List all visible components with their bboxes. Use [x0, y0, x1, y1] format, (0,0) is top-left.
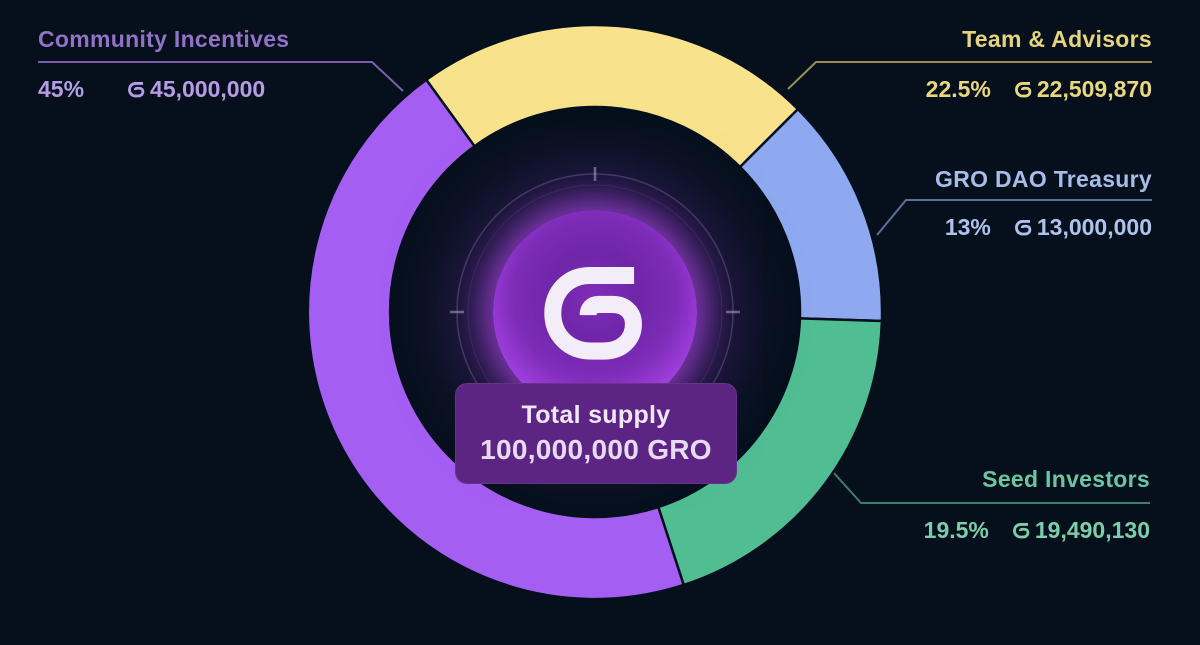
total-supply-label: Total supply — [521, 401, 671, 429]
legend-title: Team & Advisors — [962, 26, 1152, 52]
legend-community-incentives: Community Incentives 45% 45,000,000 — [38, 26, 289, 103]
gro-logo-badge — [493, 210, 697, 414]
legend-amount: 13,000,000 — [1036, 214, 1152, 240]
legend-percent: 19.5% — [923, 517, 989, 543]
gro-coin-icon — [1013, 79, 1034, 100]
connector-team-advisors — [787, 61, 1152, 90]
legend-title: GRO DAO Treasury — [935, 166, 1152, 192]
legend-team-advisors: Team & Advisors 22.5% 22,509,870 — [926, 26, 1152, 103]
total-supply-card: Total supply 100,000,000 GRO — [455, 383, 737, 484]
gro-g-icon — [532, 249, 658, 375]
legend-amount: 19,490,130 — [1034, 517, 1150, 543]
legend-title: Community Incentives — [38, 26, 290, 52]
legend-title: Seed Investors — [982, 466, 1150, 492]
legend-gro-dao-treasury: GRO DAO Treasury 13% 13,000,000 — [935, 166, 1152, 241]
gro-coin-icon — [126, 79, 147, 100]
total-supply-value: 100,000,000 GRO — [480, 434, 712, 465]
donut-segments — [306, 23, 884, 601]
legend-amount: 22,509,870 — [1036, 76, 1152, 102]
legend-amount: 45,000,000 — [150, 76, 266, 102]
legend-percent: 22.5% — [925, 76, 991, 102]
legend-seed-investors: Seed Investors 19.5% 19,490,130 — [924, 466, 1150, 544]
connector-seed-investors — [832, 471, 1150, 504]
donut-segment-team-advisors — [424, 23, 800, 169]
legend-percent: 13% — [944, 214, 991, 240]
connector-community-incentives — [38, 61, 404, 92]
gro-coin-icon — [1011, 520, 1032, 541]
connector-gro-dao-treasury — [876, 199, 1152, 236]
gro-coin-icon — [1013, 217, 1034, 238]
legend-percent: 45% — [38, 76, 85, 102]
